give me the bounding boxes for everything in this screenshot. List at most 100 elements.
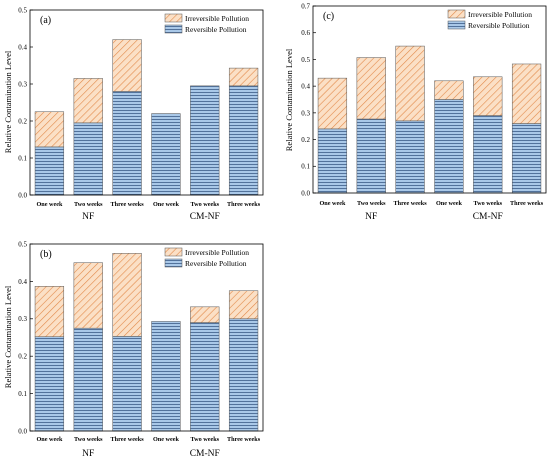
bar-reversible <box>395 120 425 194</box>
y-axis-label: Relative Contamination Level <box>3 285 13 388</box>
chart-panel-a: 0.0 0.1 0.2 0.3 0.4 0.5 One week Two weeks Three… <box>3 6 264 222</box>
bar-irreversible <box>511 63 542 124</box>
legend-label-reversible: Reversible Pollution <box>468 21 530 30</box>
bar-irreversible <box>473 76 503 116</box>
y-tick-label: 0.3 <box>18 315 27 323</box>
y-tick-label: 0.2 <box>301 136 310 144</box>
x-category-label: Two weeks <box>74 201 103 208</box>
bar-irreversible <box>434 80 464 100</box>
bar-irreversible <box>356 57 386 120</box>
y-tick-label: 0.3 <box>301 109 310 117</box>
bar-irreversible <box>73 78 103 124</box>
x-category-label: Three weeks <box>111 201 145 208</box>
bar-reversible <box>73 327 103 432</box>
x-category-label: Three weeks <box>111 436 145 443</box>
bar-reversible <box>73 122 103 196</box>
bar-reversible <box>190 85 220 196</box>
bar-reversible <box>317 128 348 194</box>
bar-reversible <box>151 321 181 432</box>
plot-frame <box>312 5 547 194</box>
bar-irreversible <box>34 286 65 338</box>
panel-label: (a) <box>40 15 51 26</box>
plot-frame <box>29 243 264 432</box>
x-category-label: One week <box>36 201 63 208</box>
y-tick-label: 0.0 <box>301 189 310 197</box>
y-tick-label: 0.5 <box>18 240 27 248</box>
x-category-label: Two weeks <box>74 436 103 443</box>
y-tick-label: 0.6 <box>301 29 310 37</box>
legend-swatch-irreversible <box>164 247 183 257</box>
bar-reversible <box>228 318 259 432</box>
legend-swatch-reversible <box>164 24 183 34</box>
panel-label: (b) <box>40 249 52 260</box>
legend-swatch-irreversible <box>164 13 183 23</box>
x-category-label: Two weeks <box>190 201 219 208</box>
bar-reversible <box>151 113 181 196</box>
x-group-label: NF <box>82 449 94 459</box>
y-tick-label: 0.2 <box>18 353 27 361</box>
y-tick-label: 0.3 <box>18 80 27 88</box>
x-group-label: NF <box>82 212 94 222</box>
bar-reversible <box>112 336 142 432</box>
bar-irreversible <box>34 111 65 148</box>
bar-reversible <box>190 322 220 432</box>
y-tick-label: 0.1 <box>18 390 27 398</box>
x-category-label: Three weeks <box>227 201 261 208</box>
legend-label-irreversible: Irreversible Pollution <box>185 248 249 257</box>
x-category-label: One week <box>153 201 180 208</box>
bar-irreversible <box>112 39 142 92</box>
bar-reversible <box>34 146 65 196</box>
y-tick-label: 0.2 <box>18 117 27 125</box>
x-category-label: One week <box>436 200 463 207</box>
bar-irreversible <box>228 290 259 320</box>
bar-reversible <box>356 118 386 194</box>
bar-reversible <box>511 123 542 194</box>
bar-irreversible <box>395 45 425 122</box>
x-category-label: Three weeks <box>227 436 261 443</box>
bar-reversible <box>434 99 464 194</box>
x-group-label: NF <box>365 212 377 222</box>
legend-label-reversible: Reversible Pollution <box>185 25 247 34</box>
y-axis-label: Relative Contamination Level <box>284 48 294 151</box>
bar-irreversible <box>190 306 220 323</box>
legend: Irreversible Pollution Reversible Polluti… <box>447 9 532 30</box>
bar-reversible <box>228 85 259 196</box>
legend-label-irreversible: Irreversible Pollution <box>468 10 532 19</box>
legend: Irreversible Pollution Reversible Polluti… <box>164 13 249 34</box>
x-category-label: Three weeks <box>510 200 544 207</box>
y-tick-label: 0.4 <box>301 83 310 91</box>
panel-label: (c) <box>323 11 334 22</box>
y-tick-label: 0.0 <box>18 427 27 435</box>
legend-swatch-irreversible <box>447 9 466 19</box>
bar-irreversible <box>112 253 142 337</box>
y-tick-label: 0.1 <box>18 154 27 162</box>
y-tick-label: 0.0 <box>18 191 27 199</box>
plot-frame <box>29 9 264 196</box>
x-category-label: Two weeks <box>357 200 386 207</box>
x-group-label: CM-NF <box>190 212 220 222</box>
bar-reversible <box>112 91 142 196</box>
legend-label-irreversible: Irreversible Pollution <box>185 14 249 23</box>
legend: Irreversible Pollution Reversible Polluti… <box>164 247 249 268</box>
x-category-label: One week <box>36 436 63 443</box>
bar-reversible <box>34 336 65 432</box>
bar-reversible <box>473 115 503 194</box>
x-category-label: One week <box>153 436 180 443</box>
y-tick-label: 0.1 <box>301 163 310 171</box>
x-group-label: CM-NF <box>473 212 503 222</box>
x-category-label: Two weeks <box>190 436 219 443</box>
y-tick-label: 0.5 <box>301 56 310 64</box>
x-category-label: Three weeks <box>394 200 428 207</box>
y-tick-label: 0.4 <box>18 278 27 286</box>
legend-label-reversible: Reversible Pollution <box>185 259 247 268</box>
x-group-label: CM-NF <box>190 449 220 459</box>
legend-swatch-reversible <box>164 258 183 268</box>
y-axis-label: Relative Contamination Level <box>3 50 13 153</box>
y-tick-label: 0.5 <box>18 6 27 14</box>
chart-panel-b: 0.0 0.1 0.2 0.3 0.4 0.5 One week Two weeks Three… <box>3 240 264 459</box>
y-tick-label: 0.7 <box>301 2 310 10</box>
bar-irreversible <box>73 262 103 329</box>
x-category-label: One week <box>319 200 346 207</box>
bar-irreversible <box>228 67 259 87</box>
